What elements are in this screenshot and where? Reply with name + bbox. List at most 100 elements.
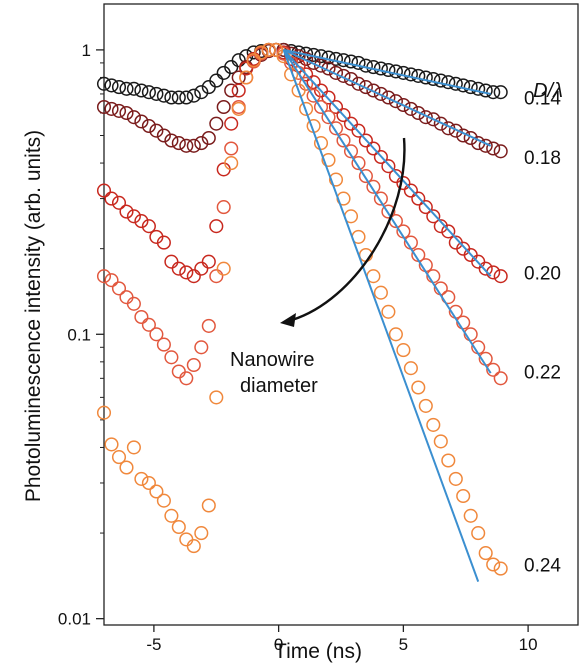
data-point (336, 133, 351, 148)
fit-line-0.22 (282, 49, 492, 374)
data-point (149, 123, 164, 138)
data-point (358, 80, 373, 95)
data-point (471, 526, 486, 541)
data-point (224, 156, 239, 171)
data-point (381, 304, 396, 319)
data-point (111, 80, 127, 95)
data-point (486, 265, 501, 280)
data-point (156, 88, 171, 103)
data-point (403, 361, 418, 376)
data-point (126, 209, 141, 224)
data-point (381, 204, 396, 219)
data-point (156, 493, 171, 508)
data-point (426, 209, 441, 224)
data-point (194, 526, 209, 541)
data-point (246, 45, 261, 60)
data-point (209, 116, 224, 131)
series-0.14 (96, 42, 508, 105)
data-point (201, 130, 216, 146)
data-point (418, 398, 433, 413)
data-point (366, 179, 381, 194)
data-point (328, 65, 344, 80)
data-point (171, 90, 186, 105)
data-point (336, 53, 351, 68)
data-point (141, 118, 156, 134)
data-point (321, 110, 336, 125)
data-point (141, 475, 156, 491)
data-point (216, 99, 231, 115)
data-point (471, 81, 486, 96)
data-point (194, 261, 209, 276)
data-point (411, 105, 426, 121)
data-point (104, 78, 119, 93)
data-point (441, 75, 456, 90)
data-point (433, 219, 448, 234)
data-point (493, 144, 508, 159)
data-point (164, 133, 179, 148)
data-point (493, 561, 508, 576)
data-point (388, 94, 403, 109)
data-point (366, 141, 381, 156)
data-point (463, 80, 478, 95)
data-point (194, 85, 209, 100)
data-point (119, 204, 134, 219)
data-point (306, 75, 321, 90)
data-point (126, 440, 141, 455)
data-point (149, 86, 164, 101)
data-point (336, 68, 351, 83)
data-point (171, 519, 186, 535)
data-point (246, 53, 261, 68)
data-point (373, 149, 388, 165)
data-point (381, 90, 396, 105)
data-point (441, 453, 456, 468)
data-point (179, 265, 194, 280)
data-point (411, 68, 426, 83)
data-point (478, 83, 493, 98)
diameter-annotation: Nanowire diameter (230, 137, 406, 397)
plot-frame (103, 3, 579, 626)
data-point (261, 42, 276, 57)
data-point (149, 484, 164, 499)
data-point (366, 83, 381, 98)
data-point (373, 191, 388, 206)
data-point (486, 362, 501, 377)
y-tick-label: 1 (82, 41, 91, 60)
data-point (426, 417, 441, 432)
data-point (119, 105, 134, 121)
data-point (186, 138, 201, 153)
x-tick-label: 10 (519, 635, 538, 654)
data-point (456, 488, 471, 504)
data-point (96, 99, 112, 115)
data-point (381, 159, 396, 174)
data-point (478, 138, 493, 153)
series-0.18 (96, 42, 508, 159)
data-point (403, 101, 418, 116)
data-point (471, 254, 486, 269)
data-point (164, 254, 179, 269)
data-point (119, 81, 134, 96)
data-point (418, 110, 433, 125)
data-point (111, 450, 127, 465)
data-point (141, 85, 156, 100)
data-point (104, 437, 119, 452)
data-point (186, 88, 201, 103)
data-point (104, 101, 119, 116)
data-point (493, 85, 508, 100)
data-point (119, 290, 134, 305)
data-point (224, 116, 239, 131)
data-point (201, 318, 216, 333)
data-point (171, 136, 186, 151)
data-point (104, 191, 119, 206)
series-label-0.22: 0.22 (524, 362, 561, 383)
data-point (111, 195, 127, 210)
data-point (209, 219, 224, 234)
data-point (164, 508, 179, 523)
data-point (328, 121, 344, 136)
data-point (171, 364, 186, 379)
data-point (231, 53, 246, 68)
data-point (111, 103, 127, 118)
data-point (299, 101, 314, 116)
data-point (411, 191, 426, 206)
fit-line-0.20 (282, 49, 492, 277)
data-point (96, 405, 112, 420)
